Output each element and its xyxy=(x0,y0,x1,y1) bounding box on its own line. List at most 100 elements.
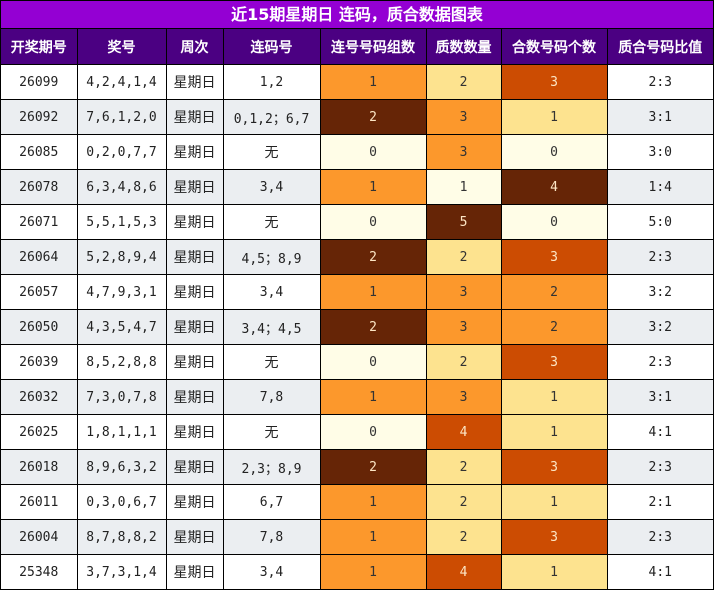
cell-weekday: 星期日 xyxy=(165,274,224,310)
cell-numbers: 0,3,0,6,7 xyxy=(76,484,167,520)
cell-ratio: 2:3 xyxy=(606,519,713,555)
cell-numbers: 7,6,1,2,0 xyxy=(76,99,167,135)
cell-period: 25348 xyxy=(1,554,78,589)
table-row: 26078 6,3,4,8,6 星期日 3,4 1 1 4 1:4 xyxy=(1,169,713,205)
cell-consecutive: 1,2 xyxy=(222,64,321,100)
table-row: 26099 4,2,4,1,4 星期日 1,2 1 2 3 2:3 xyxy=(1,64,713,100)
cell-period: 26078 xyxy=(1,169,78,205)
cell-primes: 4 xyxy=(425,554,502,589)
cell-primes: 3 xyxy=(425,309,502,345)
cell-composites: 2 xyxy=(500,274,608,310)
cell-consecutive: 3,4 xyxy=(222,554,321,589)
cell-ratio: 3:1 xyxy=(606,379,713,415)
cell-consec-groups: 0 xyxy=(319,414,427,450)
cell-weekday: 星期日 xyxy=(165,169,224,205)
cell-consecutive: 2,3；8,9 xyxy=(222,449,321,485)
header-consecutive: 连码号 xyxy=(222,29,321,65)
cell-numbers: 6,3,4,8,6 xyxy=(76,169,167,205)
table-row: 26011 0,3,0,6,7 星期日 6,7 1 2 1 2:1 xyxy=(1,484,713,520)
cell-numbers: 4,7,9,3,1 xyxy=(76,274,167,310)
cell-consecutive: 7,8 xyxy=(222,519,321,555)
table-body: 26099 4,2,4,1,4 星期日 1,2 1 2 3 2:3 26092 7,6,1,2,0… xyxy=(1,64,713,589)
header-ratio: 质合号码比值 xyxy=(606,29,713,65)
cell-numbers: 0,2,0,7,7 xyxy=(76,134,167,170)
cell-numbers: 8,7,8,8,2 xyxy=(76,519,167,555)
cell-consecutive: 7,8 xyxy=(222,379,321,415)
cell-period: 26039 xyxy=(1,344,78,380)
cell-consec-groups: 0 xyxy=(319,204,427,240)
cell-consec-groups: 2 xyxy=(319,309,427,345)
table-row: 26064 5,2,8,9,4 星期日 4,5；8,9 2 2 3 2:3 xyxy=(1,239,713,275)
cell-composites: 1 xyxy=(500,554,608,589)
cell-weekday: 星期日 xyxy=(165,484,224,520)
header-period: 开奖期号 xyxy=(1,29,78,65)
cell-composites: 1 xyxy=(500,484,608,520)
cell-consec-groups: 2 xyxy=(319,99,427,135)
cell-period: 26018 xyxy=(1,449,78,485)
cell-composites: 3 xyxy=(500,519,608,555)
cell-weekday: 星期日 xyxy=(165,64,224,100)
cell-consec-groups: 1 xyxy=(319,519,427,555)
cell-consec-groups: 1 xyxy=(319,169,427,205)
table-row: 26032 7,3,0,7,8 星期日 7,8 1 3 1 3:1 xyxy=(1,379,713,415)
cell-consecutive: 3,4；4,5 xyxy=(222,309,321,345)
header-numbers: 奖号 xyxy=(76,29,167,65)
header-composites: 合数号码个数 xyxy=(500,29,608,65)
cell-numbers: 7,3,0,7,8 xyxy=(76,379,167,415)
cell-ratio: 2:3 xyxy=(606,64,713,100)
chart-title: 近15期星期日 连码，质合数据图表 xyxy=(1,1,713,29)
table-row: 26092 7,6,1,2,0 星期日 0,1,2；6,7 2 3 1 3:1 xyxy=(1,99,713,135)
cell-period: 26099 xyxy=(1,64,78,100)
cell-consec-groups: 1 xyxy=(319,64,427,100)
cell-primes: 4 xyxy=(425,414,502,450)
cell-weekday: 星期日 xyxy=(165,519,224,555)
cell-weekday: 星期日 xyxy=(165,414,224,450)
cell-weekday: 星期日 xyxy=(165,204,224,240)
cell-weekday: 星期日 xyxy=(165,344,224,380)
table-row: 26050 4,3,5,4,7 星期日 3,4；4,5 2 3 2 3:2 xyxy=(1,309,713,345)
cell-consec-groups: 2 xyxy=(319,449,427,485)
cell-period: 26011 xyxy=(1,484,78,520)
cell-consec-groups: 1 xyxy=(319,554,427,589)
cell-numbers: 5,5,1,5,3 xyxy=(76,204,167,240)
cell-composites: 3 xyxy=(500,344,608,380)
cell-consecutive: 无 xyxy=(222,134,321,170)
cell-primes: 2 xyxy=(425,449,502,485)
cell-ratio: 3:1 xyxy=(606,99,713,135)
cell-consec-groups: 0 xyxy=(319,344,427,380)
cell-primes: 2 xyxy=(425,344,502,380)
cell-composites: 2 xyxy=(500,309,608,345)
cell-consecutive: 3,4 xyxy=(222,274,321,310)
cell-consecutive: 0,1,2；6,7 xyxy=(222,99,321,135)
cell-composites: 4 xyxy=(500,169,608,205)
cell-composites: 1 xyxy=(500,379,608,415)
table-row: 25348 3,7,3,1,4 星期日 3,4 1 4 1 4:1 xyxy=(1,554,713,589)
cell-numbers: 5,2,8,9,4 xyxy=(76,239,167,275)
cell-composites: 1 xyxy=(500,99,608,135)
cell-primes: 5 xyxy=(425,204,502,240)
cell-primes: 3 xyxy=(425,274,502,310)
cell-ratio: 1:4 xyxy=(606,169,713,205)
cell-ratio: 5:0 xyxy=(606,204,713,240)
cell-ratio: 2:3 xyxy=(606,449,713,485)
cell-composites: 0 xyxy=(500,204,608,240)
cell-weekday: 星期日 xyxy=(165,99,224,135)
cell-consecutive: 3,4 xyxy=(222,169,321,205)
header-consec-groups: 连号号码组数 xyxy=(319,29,427,65)
cell-numbers: 1,8,1,1,1 xyxy=(76,414,167,450)
cell-period: 26064 xyxy=(1,239,78,275)
cell-consecutive: 无 xyxy=(222,414,321,450)
cell-period: 26057 xyxy=(1,274,78,310)
table-row: 26018 8,9,6,3,2 星期日 2,3；8,9 2 2 3 2:3 xyxy=(1,449,713,485)
cell-weekday: 星期日 xyxy=(165,309,224,345)
cell-period: 26004 xyxy=(1,519,78,555)
cell-primes: 3 xyxy=(425,379,502,415)
table-row: 26039 8,5,2,8,8 星期日无 0 2 3 2:3 xyxy=(1,344,713,380)
cell-consec-groups: 1 xyxy=(319,379,427,415)
table-row: 26085 0,2,0,7,7 星期日无 0 3 0 3:0 xyxy=(1,134,713,170)
table-row: 26025 1,8,1,1,1 星期日无 0 4 1 4:1 xyxy=(1,414,713,450)
cell-numbers: 4,2,4,1,4 xyxy=(76,64,167,100)
cell-numbers: 4,3,5,4,7 xyxy=(76,309,167,345)
table-row: 26057 4,7,9,3,1 星期日 3,4 1 3 2 3:2 xyxy=(1,274,713,310)
cell-consecutive: 无 xyxy=(222,344,321,380)
